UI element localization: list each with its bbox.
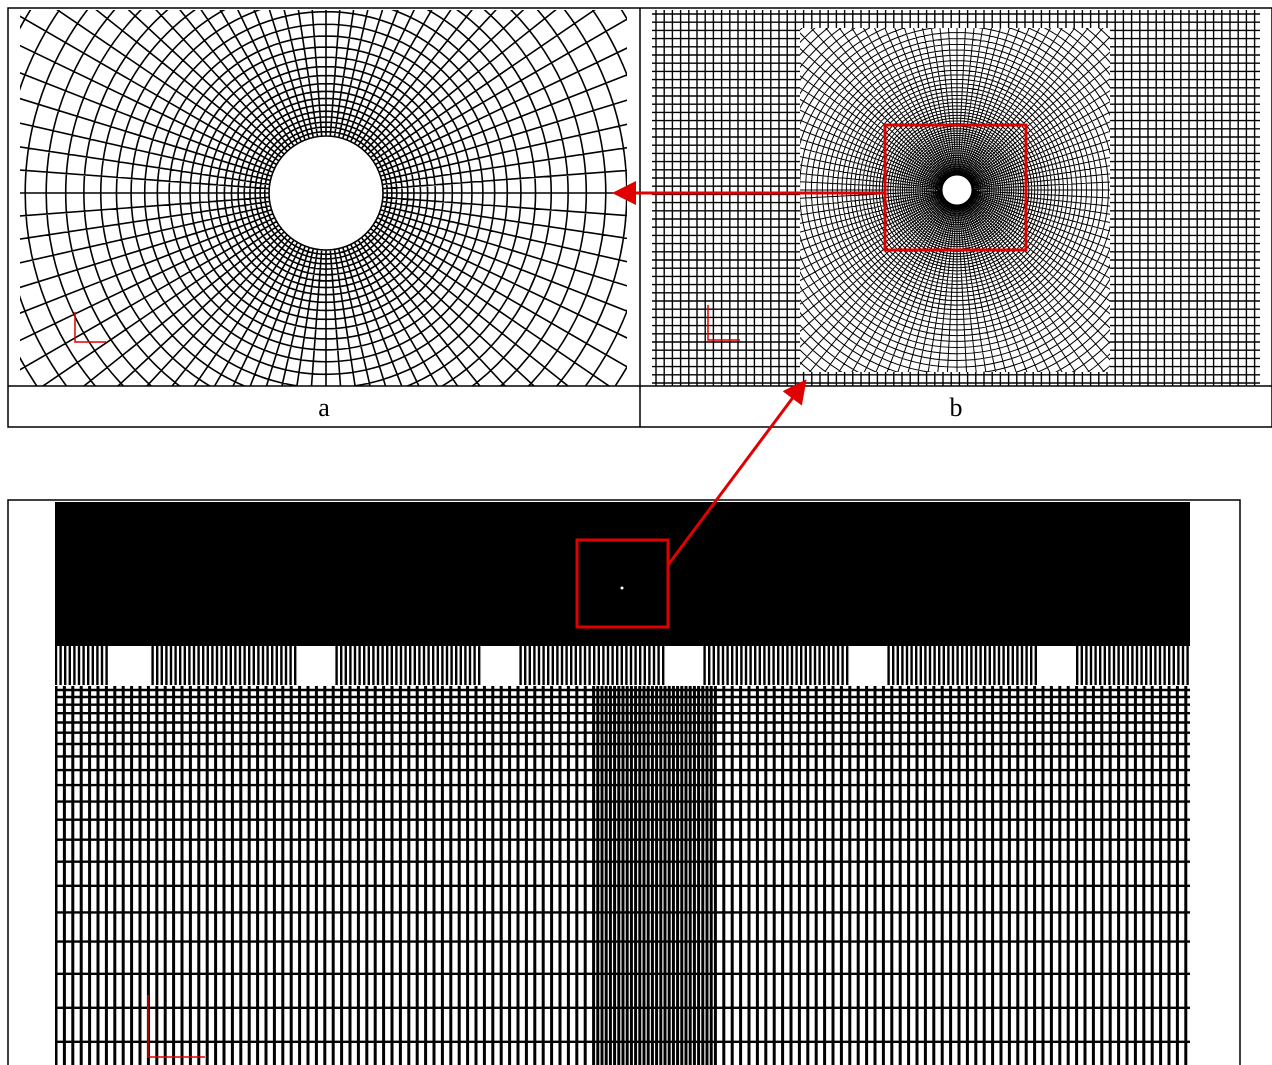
- bottom-frame: [7, 499, 1241, 1065]
- polar-mesh: [800, 28, 1110, 372]
- polar-mesh: [20, 10, 627, 386]
- annotations: [575, 123, 1028, 629]
- axis-glyph: [147, 995, 205, 1058]
- zoom-box: [883, 123, 1028, 252]
- axis-glyph: [707, 305, 740, 341]
- arrow: [666, 379, 807, 566]
- strip-band: [55, 640, 1190, 646]
- mesh-a: [20, 10, 627, 386]
- vertical-lines: [55, 686, 1188, 1065]
- axis-glyphs: [74, 305, 740, 1058]
- strip-lines: [55, 645, 1189, 685]
- mesh-c: [55, 502, 1190, 1065]
- hole: [270, 137, 382, 249]
- panel-label: b: [950, 393, 963, 422]
- axis-glyph: [74, 312, 106, 343]
- horizontal-lines: [55, 688, 1190, 1043]
- mesh-b: [652, 10, 1260, 386]
- zoom-box: [575, 538, 670, 629]
- hole: [943, 176, 971, 204]
- dense-region: [55, 502, 1190, 640]
- table-frame: [7, 7, 1272, 428]
- mesh-b-core: [800, 28, 1110, 372]
- cartesian-mesh: [652, 10, 1260, 386]
- panel-label: a: [318, 393, 330, 422]
- hole: [620, 586, 624, 590]
